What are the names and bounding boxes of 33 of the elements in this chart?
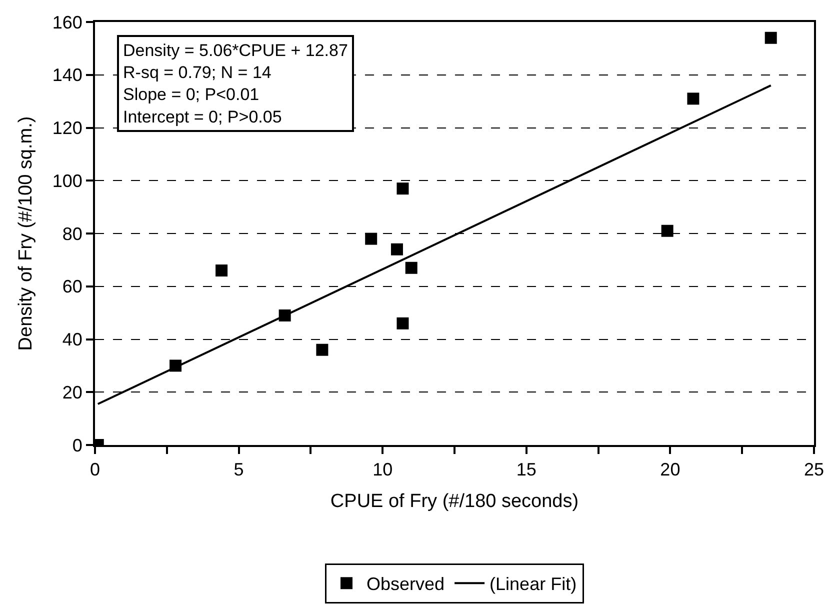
point [216,264,228,277]
annotation: Density = 5.06*CPUE + 12.87 [123,41,348,60]
y-axis-title: Density of Fry (#/100 sq.m.) [16,116,37,351]
point [687,92,700,105]
point [316,344,328,356]
point [661,224,674,237]
annotation: R-sq = 0.79; N = 14 [123,63,272,82]
y-tick-label: 60 [62,276,82,297]
x-tick-label: 25 [804,460,824,480]
x-tick-label: 10 [372,460,393,480]
point [390,243,403,256]
y-tick-label: 40 [62,330,82,350]
x-tick-label: 0 [90,460,100,480]
legend-label: (Linear Fit) [490,574,577,594]
point [365,232,378,245]
annotation: Intercept = 0; P>0.05 [123,107,282,126]
y-tick-label: 100 [52,170,82,191]
x-axis-title: CPUE of Fry (#/180 seconds) [330,490,579,512]
point [396,182,409,195]
y-tick-label: 160 [52,12,82,32]
point [396,317,409,330]
y-tick-label: 80 [62,224,82,244]
x-tick-label: 15 [516,460,536,480]
point [764,32,777,44]
y-tick-label: 120 [52,118,82,138]
y-tick-label: 0 [72,435,82,456]
y-tick-label: 20 [62,382,82,402]
legend-label: Observed [366,574,445,594]
y-tick-label: 140 [52,65,82,86]
x-tick-label: 20 [660,460,680,480]
annotation: Slope = 0; P<0.01 [123,85,260,104]
x-tick-label: 5 [234,460,244,480]
point [405,262,418,274]
